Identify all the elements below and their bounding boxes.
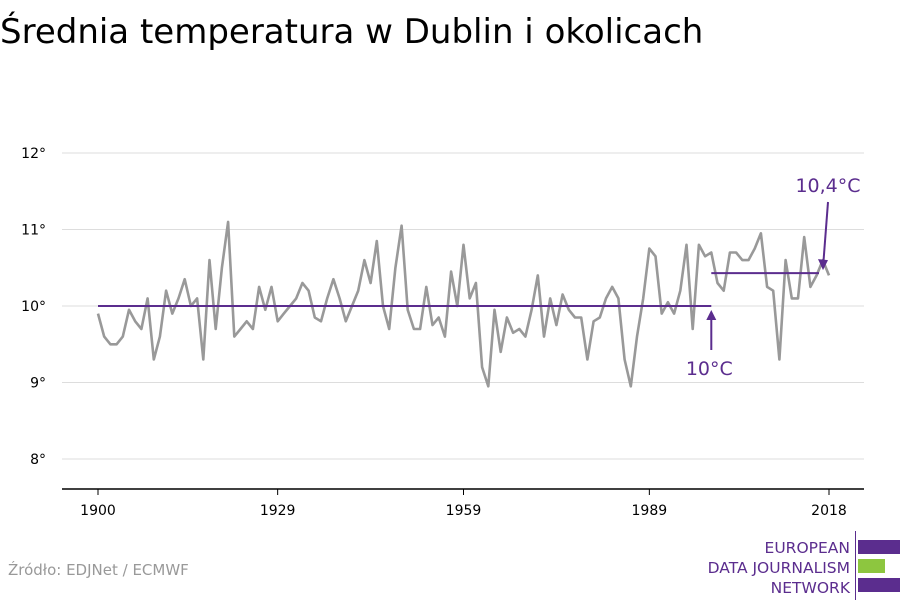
- y-tick-label: 8°: [30, 452, 46, 468]
- y-tick-label: 9°: [30, 376, 46, 392]
- x-axis: 1900 1929 1959 1989 2018: [62, 488, 864, 519]
- x-tick-label: 2018: [811, 503, 847, 519]
- annotation-arrowhead-10: [706, 310, 717, 320]
- x-tick-label: 1989: [632, 503, 668, 519]
- annotation-label-10: 10°C: [686, 358, 733, 380]
- logo-bar-top: [858, 540, 900, 554]
- annotation-arrow-104: [822, 201, 829, 262]
- source-note: Źródło: EDJNet / ECMWF: [8, 561, 189, 579]
- y-tick-label: 12°: [21, 146, 46, 162]
- x-tick-label: 1959: [446, 503, 482, 519]
- temperature-series-line: [96, 220, 831, 388]
- series-group: [96, 220, 831, 388]
- logo-line-2: DATA JOURNALISM: [707, 559, 850, 577]
- logo-line-1: EUROPEAN: [764, 539, 850, 557]
- y-tick-label: 11°: [21, 223, 46, 239]
- chart-title: Średnia temperatura w Dublin i okolicach: [0, 12, 704, 52]
- reference-lines: [98, 272, 819, 307]
- y-tick-label: 10°: [21, 299, 46, 315]
- y-axis-labels: 8° 9° 10° 11° 12°: [21, 146, 46, 468]
- annotation-arrowhead-104: [818, 259, 828, 271]
- logo-divider: [855, 531, 856, 600]
- annotation-label-104: 10,4°C: [795, 175, 860, 197]
- logo-bar-bottom: [858, 578, 900, 592]
- x-tick-label: 1900: [80, 503, 116, 519]
- logo-bar-middle: [858, 559, 885, 573]
- x-tick-label: 1929: [260, 503, 296, 519]
- logo-line-3: NETWORK: [770, 579, 850, 597]
- annotations: 10°C 10,4°C: [686, 175, 861, 380]
- edjnet-logo: EUROPEAN DATA JOURNALISM NETWORK: [640, 531, 900, 600]
